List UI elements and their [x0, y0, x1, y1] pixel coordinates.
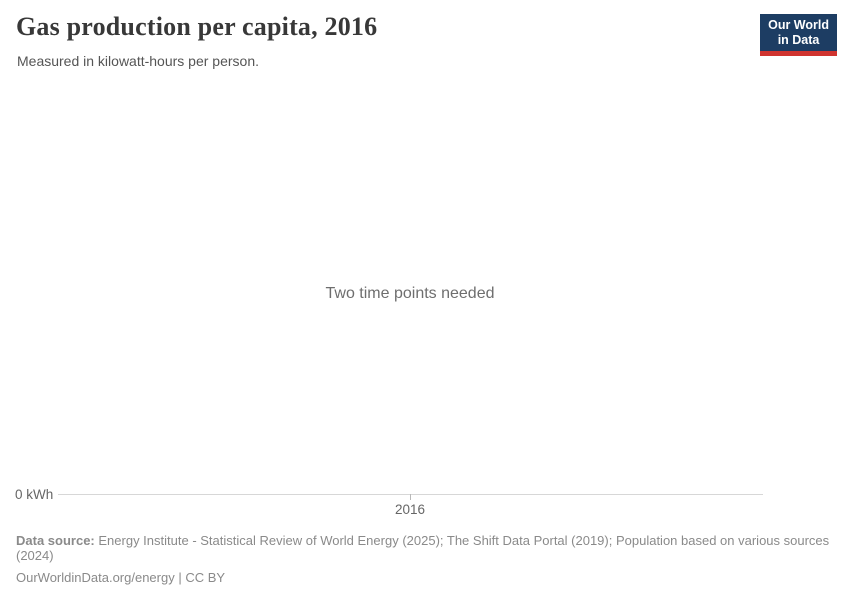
page-subtitle: Measured in kilowatt-hours per person. — [17, 53, 260, 69]
attribution-line: OurWorldinData.org/energy | CC BY — [16, 570, 226, 586]
data-source-text: Energy Institute - Statistical Review of… — [16, 533, 830, 564]
data-source-line: Data source: Energy Institute - Statisti… — [16, 533, 834, 563]
owid-logo[interactable]: Our World in Data — [760, 14, 837, 56]
owid-logo-line2: in Data — [777, 33, 820, 48]
page-title: Gas production per capita, 2016 — [16, 12, 378, 41]
owid-logo-line1: Our World — [768, 18, 829, 32]
x-axis-tick-mark — [410, 494, 411, 500]
x-axis-tick-label: 2016 — [394, 502, 426, 517]
y-axis-zero-label: 0 kWh — [15, 487, 54, 502]
chart-empty-state-message: Two time points needed — [325, 285, 495, 302]
data-source-label: Data source: — [16, 533, 95, 548]
chart-footer: Data source: Energy Institute - Statisti… — [16, 533, 834, 585]
